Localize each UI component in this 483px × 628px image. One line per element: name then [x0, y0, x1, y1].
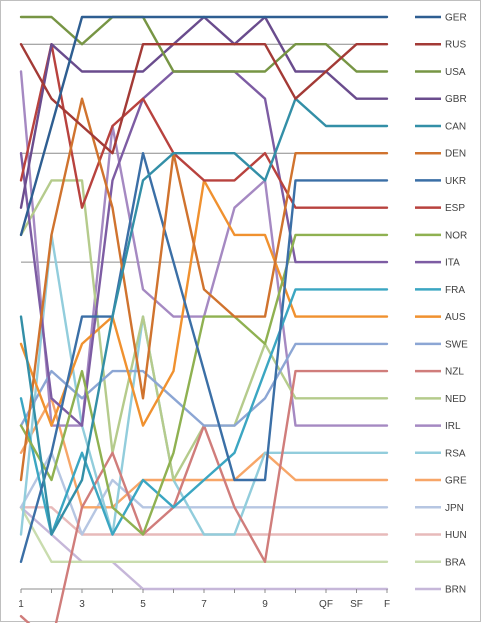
legend-label-rus: RUS [445, 40, 466, 51]
series-line-ger [19, 15, 389, 237]
series-line-nzl [19, 369, 389, 628]
x-tick-label: F [384, 599, 390, 610]
series-line-nor [19, 233, 389, 536]
legend: GER RUS USA GBR CAN DEN UKR ESP NOR ITA FRA AUS SWE N… [415, 13, 468, 596]
legend-label-ger: GER [445, 13, 467, 24]
legend-label-irl: IRL [445, 421, 461, 432]
legend-label-ita: ITA [445, 258, 460, 269]
legend-label-jpn: JPN [445, 503, 464, 514]
series-line-ukr [19, 151, 389, 563]
x-tick-label: 3 [79, 599, 85, 610]
series-line-den [19, 97, 389, 482]
x-tick-label: 7 [201, 599, 207, 610]
x-tick-label: 1 [18, 599, 24, 610]
series-line-jpn [19, 451, 389, 536]
x-tick-label: 9 [262, 599, 268, 610]
series-line-swe [19, 342, 389, 427]
legend-label-can: CAN [445, 121, 466, 132]
legend-label-fra: FRA [445, 285, 465, 296]
legend-label-swe: SWE [445, 339, 468, 350]
series-line-usa [19, 15, 389, 73]
legend-label-esp: ESP [445, 203, 465, 214]
x-tick-label: 5 [140, 599, 146, 610]
series-line-esp [19, 43, 389, 209]
legend-label-nor: NOR [445, 230, 467, 241]
legend-label-gre: GRE [445, 476, 467, 487]
series-line-can [19, 97, 389, 536]
legend-label-rsa: RSA [445, 448, 466, 459]
legend-label-ned: NED [445, 394, 466, 405]
legend-label-brn: BRN [445, 585, 466, 596]
series-line-rus [19, 43, 389, 155]
legend-label-hun: HUN [445, 530, 467, 541]
legend-label-aus: AUS [445, 312, 466, 323]
legend-label-usa: USA [445, 67, 466, 78]
series-line-fra [19, 288, 389, 536]
x-tick-label: QF [319, 599, 333, 610]
x-tick-label: SF [350, 599, 363, 610]
legend-label-nzl: NZL [445, 367, 464, 378]
series-line-bra [19, 506, 389, 563]
series-lines [19, 15, 389, 628]
x-axis: 1 3 5 7 9 QF SF F [18, 589, 390, 610]
series-line-ned [19, 179, 389, 482]
legend-label-gbr: GBR [445, 94, 467, 105]
legend-label-den: DEN [445, 149, 466, 160]
legend-label-bra: BRA [445, 557, 466, 568]
legend-label-ukr: UKR [445, 176, 466, 187]
